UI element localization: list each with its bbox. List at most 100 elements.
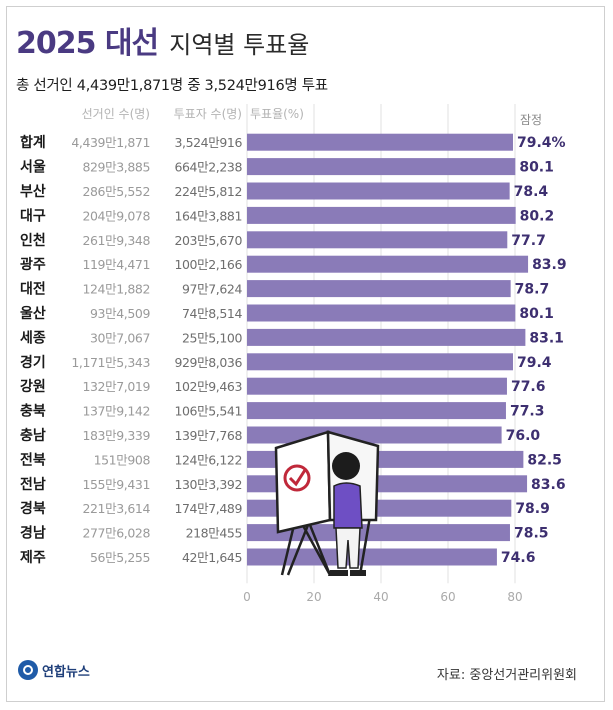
electors-value: 221만3,614 xyxy=(82,501,150,516)
logo-text: 연합뉴스 xyxy=(42,664,90,680)
chart-row: 경남 277만6,028 218만455 78.5 xyxy=(20,524,549,542)
x-tick-label-20: 20 xyxy=(306,590,321,604)
voters-value: 25만5,100 xyxy=(182,330,242,345)
chart-row: 부산 286만5,552 224만5,812 78.4 xyxy=(20,182,549,200)
region-label: 전남 xyxy=(20,476,46,493)
region-label: 울산 xyxy=(20,305,46,322)
electors-value: 137만9,142 xyxy=(82,404,150,419)
chart-row: 서울 829만3,885 664만2,238 80.1 xyxy=(20,158,554,176)
header-provisional: 잠정 xyxy=(520,113,542,127)
header-voters: 투표자 수(명) xyxy=(174,107,242,121)
x-tick-label-60: 60 xyxy=(440,590,455,604)
turnout-value-label: 77.7 xyxy=(511,233,546,249)
electors-value: 56만5,255 xyxy=(90,550,150,565)
turnout-value-label: 79.4% xyxy=(517,135,566,151)
region-label: 대전 xyxy=(20,281,46,298)
chart-row: 대구 204만9,078 164만3,881 80.2 xyxy=(20,206,555,224)
voters-value: 164만3,881 xyxy=(174,208,242,223)
turnout-value-label: 83.1 xyxy=(529,330,564,346)
chart-row: 충북 137만9,142 106만5,541 77.3 xyxy=(20,402,545,420)
column-headers: 선거인 수(명) 투표자 수(명) 투표율(%) 잠정 xyxy=(82,107,542,127)
region-label: 세종 xyxy=(20,330,46,346)
x-tick-label-40: 40 xyxy=(373,590,388,604)
turnout-bar xyxy=(247,524,510,542)
header-electors: 선거인 수(명) xyxy=(82,107,150,121)
turnout-bar xyxy=(247,206,516,224)
chart-row: 대전 124만1,882 97만7,624 78.7 xyxy=(20,280,549,298)
turnout-value-label: 77.6 xyxy=(511,379,546,395)
yonhap-logo-icon xyxy=(18,660,38,680)
region-label: 경남 xyxy=(20,525,46,542)
turnout-value-label: 80.1 xyxy=(519,306,554,322)
turnout-value-label: 80.2 xyxy=(520,208,555,224)
turnout-value-label: 79.4 xyxy=(517,355,552,371)
electors-value: 1,171만5,343 xyxy=(71,355,150,370)
turnout-bar xyxy=(247,548,497,566)
turnout-bar xyxy=(247,304,516,322)
x-tick-label-80: 80 xyxy=(507,590,522,604)
turnout-value-label: 83.6 xyxy=(531,477,566,493)
region-label: 충북 xyxy=(20,404,46,420)
electors-value: 286만5,552 xyxy=(82,184,150,199)
region-label: 대구 xyxy=(20,208,46,224)
electors-value: 151만908 xyxy=(94,452,151,467)
region-label: 합계 xyxy=(20,134,46,151)
voters-value: 929만8,036 xyxy=(174,355,242,370)
electors-value: 183만9,339 xyxy=(82,428,150,443)
voters-value: 174만7,489 xyxy=(174,501,242,516)
turnout-bar xyxy=(247,182,510,200)
turnout-value-label: 78.7 xyxy=(515,282,550,298)
header-rate: 투표율(%) xyxy=(250,107,304,121)
voters-value: 102만9,463 xyxy=(174,379,242,394)
region-label: 충남 xyxy=(20,427,46,444)
region-label: 강원 xyxy=(20,378,46,395)
turnout-value-label: 82.5 xyxy=(527,452,562,468)
turnout-bar xyxy=(247,133,513,151)
voters-value: 664만2,238 xyxy=(174,160,242,175)
subtitle: 총 선거인 4,439만1,871명 중 3,524만916명 투표 xyxy=(16,78,328,94)
electors-value: 4,439만1,871 xyxy=(71,135,150,150)
turnout-bar xyxy=(247,231,508,249)
turnout-value-label: 83.9 xyxy=(532,257,567,273)
chart-row: 강원 132만7,019 102만9,463 77.6 xyxy=(20,377,546,395)
source-note: 자료: 중앙선거관리위원회 xyxy=(436,668,577,683)
turnout-value-label: 78.4 xyxy=(514,184,549,200)
turnout-value-label: 74.6 xyxy=(501,550,536,566)
chart-row: 울산 93만4,509 74만8,514 80.1 xyxy=(20,304,554,322)
turnout-bar xyxy=(247,377,507,395)
voters-value: 3,524만916 xyxy=(174,135,242,150)
chart-row: 인천 261만9,348 203만5,670 77.7 xyxy=(20,231,546,249)
turnout-bar xyxy=(247,353,513,371)
region-label: 인천 xyxy=(20,232,46,249)
electors-value: 829만3,885 xyxy=(82,160,150,175)
chart-row: 충남 183만9,339 139만7,768 76.0 xyxy=(20,426,541,444)
chart-row: 합계 4,439만1,871 3,524만916 79.4% xyxy=(20,133,566,151)
voters-value: 97만7,624 xyxy=(182,282,242,297)
x-axis: 0 20 40 60 80 xyxy=(243,590,522,604)
electors-value: 204만9,078 xyxy=(82,208,150,223)
chart-row: 광주 119만4,471 100만2,166 83.9 xyxy=(20,255,567,273)
turnout-value-label: 78.5 xyxy=(514,526,549,542)
voters-value: 203만5,670 xyxy=(174,233,242,248)
turnout-value-label: 77.3 xyxy=(510,404,545,420)
chart-row: 세종 30만7,067 25만5,100 83.1 xyxy=(20,328,564,346)
turnout-bar xyxy=(247,280,511,298)
electors-value: 261만9,348 xyxy=(82,233,150,248)
voters-value: 100만2,166 xyxy=(174,257,242,272)
region-label: 광주 xyxy=(20,256,46,273)
chart-row: 제주 56만5,255 42만1,645 74.6 xyxy=(20,548,536,566)
region-label: 전북 xyxy=(20,451,46,468)
voters-value: 124만6,122 xyxy=(174,452,242,467)
turnout-bar xyxy=(247,328,526,346)
voters-value: 106만5,541 xyxy=(174,404,242,419)
voters-value: 224만5,812 xyxy=(174,184,242,199)
region-label: 경기 xyxy=(20,354,46,371)
title-main: 2025 대선 xyxy=(16,26,159,61)
voters-value: 139만7,768 xyxy=(174,428,242,443)
voters-value: 130만3,392 xyxy=(174,477,242,492)
turnout-bar xyxy=(247,402,506,420)
turnout-value-label: 76.0 xyxy=(506,428,541,444)
turnout-bar xyxy=(247,158,516,176)
electors-value: 124만1,882 xyxy=(82,282,150,297)
